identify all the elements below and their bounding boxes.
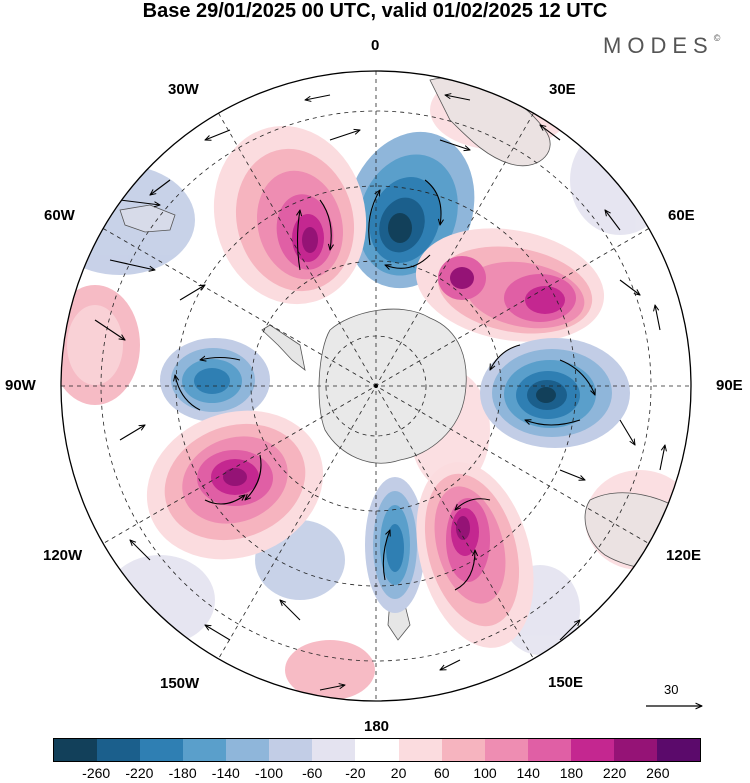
lon-label-60w: 60W: [44, 207, 75, 224]
reference-vector-label: 30: [664, 682, 679, 697]
brand-mark: ©: [713, 32, 721, 43]
lon-label-120e: 120E: [666, 547, 702, 564]
lon-label-30e: 30E: [549, 81, 576, 98]
colorbar-swatch: [183, 739, 227, 761]
lon-label-120w: 120W: [43, 547, 83, 564]
anomaly-low-southern-indian: [480, 338, 630, 448]
colorbar-swatch: [312, 739, 356, 761]
lon-label-180: 180: [364, 718, 390, 735]
page-title: Base 29/01/2025 00 UTC, valid 01/02/2025…: [142, 0, 608, 22]
lon-label-0: 0: [371, 37, 380, 54]
colorbar-swatch: [269, 739, 313, 761]
colorbar-swatch: [398, 739, 442, 761]
colorbar-tick-label: 180: [559, 765, 584, 781]
lon-label-150w: 150W: [160, 675, 200, 692]
lon-label-60e: 60E: [668, 207, 695, 224]
colorbar-swatch: [140, 739, 184, 761]
colorbar: [53, 738, 701, 762]
colorbar-tick-label: -100: [254, 765, 284, 781]
anomaly-high-south-pacific-east: [146, 410, 324, 560]
colorbar-swatch: [484, 739, 528, 761]
colorbar-tick-label: 20: [390, 765, 407, 781]
colorbar-swatch: [570, 739, 614, 761]
colorbar-tick-label: 260: [646, 765, 670, 781]
pole-marker: [374, 384, 378, 388]
map-boundary: [60, 70, 692, 702]
wind-vectors: [94, 95, 665, 691]
colorbar-swatch: [54, 739, 98, 761]
colorbar-swatch: [226, 739, 270, 761]
lon-label-30w: 30W: [168, 81, 199, 98]
anomaly-low-ross-sea: [365, 477, 425, 613]
colorbar-tick-label: -60: [302, 765, 323, 781]
colorbar-swatch: [441, 739, 485, 761]
colorbar-tick-label: -20: [345, 765, 366, 781]
map-disc: [61, 71, 691, 701]
colorbar-tick-label: -140: [211, 765, 240, 781]
colorbar-ticks: -260 -220 -180 -140 -100 -60 -20 20 60 100 140 180 2…: [53, 765, 701, 783]
brand-logo: MODES©: [603, 33, 720, 59]
colorbar-swatch: [613, 739, 657, 761]
colorbar-tick-label: 60: [434, 765, 450, 781]
lon-label-150e: 150E: [548, 674, 584, 691]
colorbar-tick-label: -180: [168, 765, 197, 781]
colorbar-tick-label: 220: [602, 765, 627, 781]
colorbar-tick-label: 100: [473, 765, 497, 781]
brand-name: MODES: [603, 33, 714, 58]
colorbar-swatch: [527, 739, 571, 761]
lon-label-90w: 90W: [5, 377, 36, 394]
colorbar-swatch: [97, 739, 141, 761]
colorbar-tick-label: -220: [125, 765, 154, 781]
colorbar-tick-label: 140: [516, 765, 540, 781]
colorbar-tick-label: -260: [82, 765, 111, 781]
colorbar-swatch: [656, 739, 700, 761]
lon-label-90e: 90E: [716, 377, 743, 394]
colorbar-swatch: [355, 739, 399, 761]
